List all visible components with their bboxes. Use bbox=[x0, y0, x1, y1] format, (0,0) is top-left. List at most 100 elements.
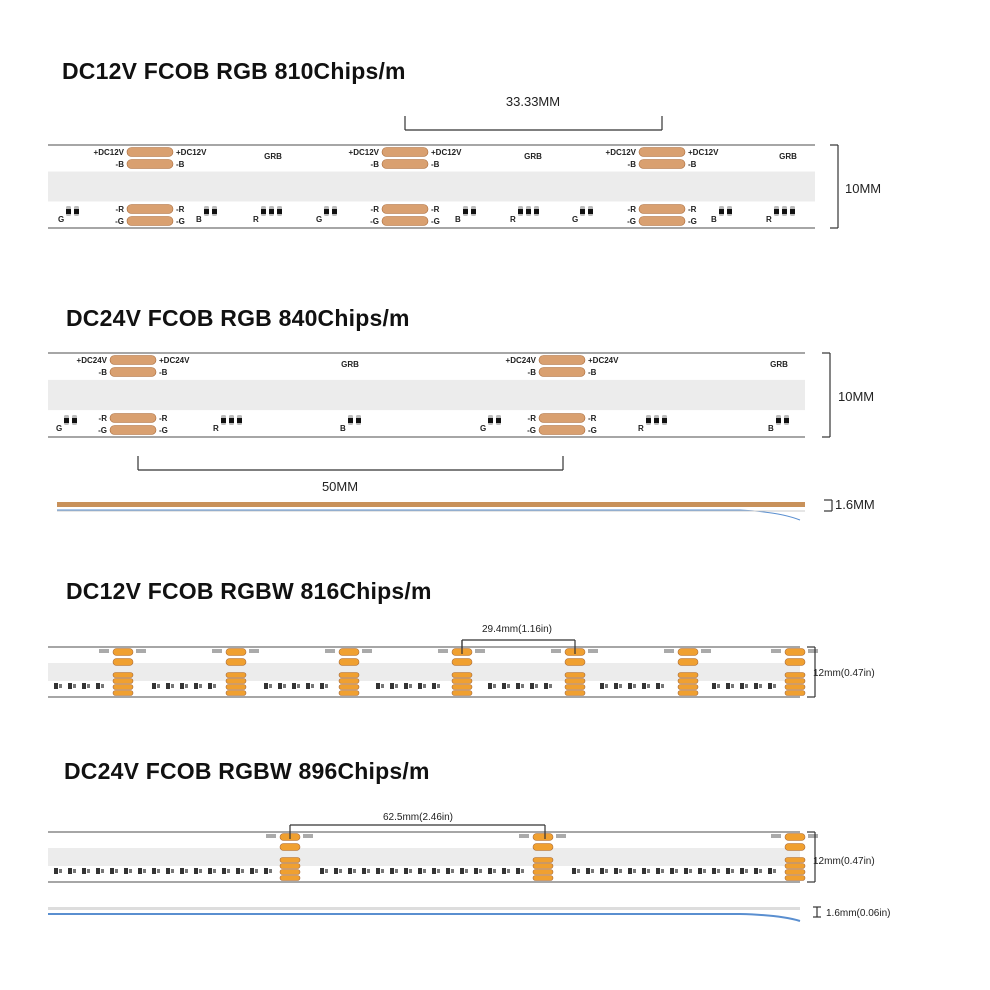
thickness-2: 1.6MM bbox=[835, 497, 875, 512]
solder-pad bbox=[677, 648, 699, 656]
solder-pad bbox=[381, 147, 429, 157]
solder-pad bbox=[109, 367, 157, 377]
led-chip bbox=[96, 868, 100, 874]
led-chip bbox=[143, 869, 146, 873]
led-chip bbox=[171, 684, 174, 688]
led-chip bbox=[269, 209, 274, 214]
solder-pad bbox=[784, 678, 806, 684]
led-chip bbox=[101, 684, 104, 688]
width-3: 12mm(0.47in) bbox=[813, 668, 875, 679]
led-chip bbox=[754, 683, 758, 689]
led-chip bbox=[488, 868, 492, 874]
pin-label: -G bbox=[431, 217, 440, 226]
chip-order-label: GRB bbox=[341, 360, 359, 369]
led-chip bbox=[68, 868, 72, 874]
solder-pad bbox=[279, 863, 301, 869]
solder-pad bbox=[784, 833, 806, 841]
led-chip bbox=[774, 209, 779, 214]
led-chip bbox=[348, 418, 353, 423]
pin-label: -G bbox=[588, 426, 597, 435]
chip-label: B bbox=[455, 215, 461, 224]
cut-length-4: 62.5mm(2.46in) bbox=[383, 812, 453, 823]
solder-pad bbox=[225, 648, 247, 656]
solder-pad bbox=[225, 678, 247, 684]
pin-label: -G bbox=[98, 426, 107, 435]
led-chip bbox=[320, 868, 324, 874]
led-chip bbox=[101, 869, 104, 873]
led-chip bbox=[72, 418, 77, 423]
chip-label: R bbox=[213, 424, 219, 433]
led-chip bbox=[96, 683, 100, 689]
led-chip bbox=[54, 868, 58, 874]
solder-pad bbox=[126, 216, 174, 226]
led-strip-1-diffuser bbox=[48, 171, 815, 202]
led-chip bbox=[689, 869, 692, 873]
solder-pad bbox=[532, 875, 554, 881]
led-chip bbox=[236, 868, 240, 874]
solder-pad bbox=[112, 672, 134, 678]
led-chip bbox=[390, 683, 394, 689]
led-chip bbox=[180, 868, 184, 874]
chip-label: R bbox=[766, 215, 772, 224]
chip-label: R bbox=[253, 215, 259, 224]
led-chip bbox=[381, 869, 384, 873]
solder-pad bbox=[638, 147, 686, 157]
profile-blue-layer bbox=[48, 913, 801, 922]
led-chip bbox=[332, 209, 337, 214]
led-chip bbox=[166, 683, 170, 689]
led-chip bbox=[404, 868, 408, 874]
pin-label-mark bbox=[249, 649, 259, 653]
led-chip bbox=[409, 684, 412, 688]
led-chip bbox=[437, 869, 440, 873]
solder-pad bbox=[279, 875, 301, 881]
solder-pad bbox=[109, 355, 157, 365]
led-chip bbox=[670, 868, 674, 874]
led-chip bbox=[776, 418, 781, 423]
led-chip bbox=[66, 209, 71, 214]
solder-pad bbox=[538, 425, 586, 435]
led-chip bbox=[661, 869, 664, 873]
led-chip bbox=[518, 209, 523, 214]
led-chip bbox=[740, 868, 744, 874]
led-chip bbox=[717, 684, 720, 688]
led-chip bbox=[283, 684, 286, 688]
pin-label-mark bbox=[771, 649, 781, 653]
led-chip bbox=[423, 869, 426, 873]
pin-label-mark bbox=[475, 649, 485, 653]
led-chip bbox=[619, 869, 622, 873]
chip-label: R bbox=[510, 215, 516, 224]
led-chip bbox=[572, 868, 576, 874]
led-chip bbox=[465, 869, 468, 873]
pin-label: -R bbox=[431, 205, 440, 214]
led-chip bbox=[507, 869, 510, 873]
chip-label: B bbox=[768, 424, 774, 433]
solder-pad bbox=[677, 690, 699, 696]
led-chip bbox=[152, 683, 156, 689]
led-chip bbox=[647, 869, 650, 873]
led-chip bbox=[535, 684, 538, 688]
led-chip bbox=[628, 868, 632, 874]
led-chip bbox=[241, 869, 244, 873]
led-chip bbox=[463, 209, 468, 214]
chip-label: G bbox=[480, 424, 486, 433]
solder-pad bbox=[784, 857, 806, 863]
led-chip bbox=[654, 418, 659, 423]
solder-pad bbox=[338, 678, 360, 684]
solder-pad bbox=[538, 367, 586, 377]
led-chip bbox=[204, 209, 209, 214]
led-chip bbox=[726, 868, 730, 874]
led-chip bbox=[544, 683, 548, 689]
solder-pad bbox=[677, 658, 699, 666]
pin-label: -R bbox=[159, 414, 168, 423]
led-chip bbox=[311, 684, 314, 688]
led-chip bbox=[306, 683, 310, 689]
pin-label: -R bbox=[688, 205, 697, 214]
led-chip bbox=[208, 868, 212, 874]
led-chip bbox=[754, 868, 758, 874]
led-chip bbox=[719, 209, 724, 214]
led-chip bbox=[731, 869, 734, 873]
led-chip bbox=[269, 869, 272, 873]
led-chip bbox=[418, 868, 422, 874]
led-chip bbox=[684, 868, 688, 874]
led-chip bbox=[488, 418, 493, 423]
